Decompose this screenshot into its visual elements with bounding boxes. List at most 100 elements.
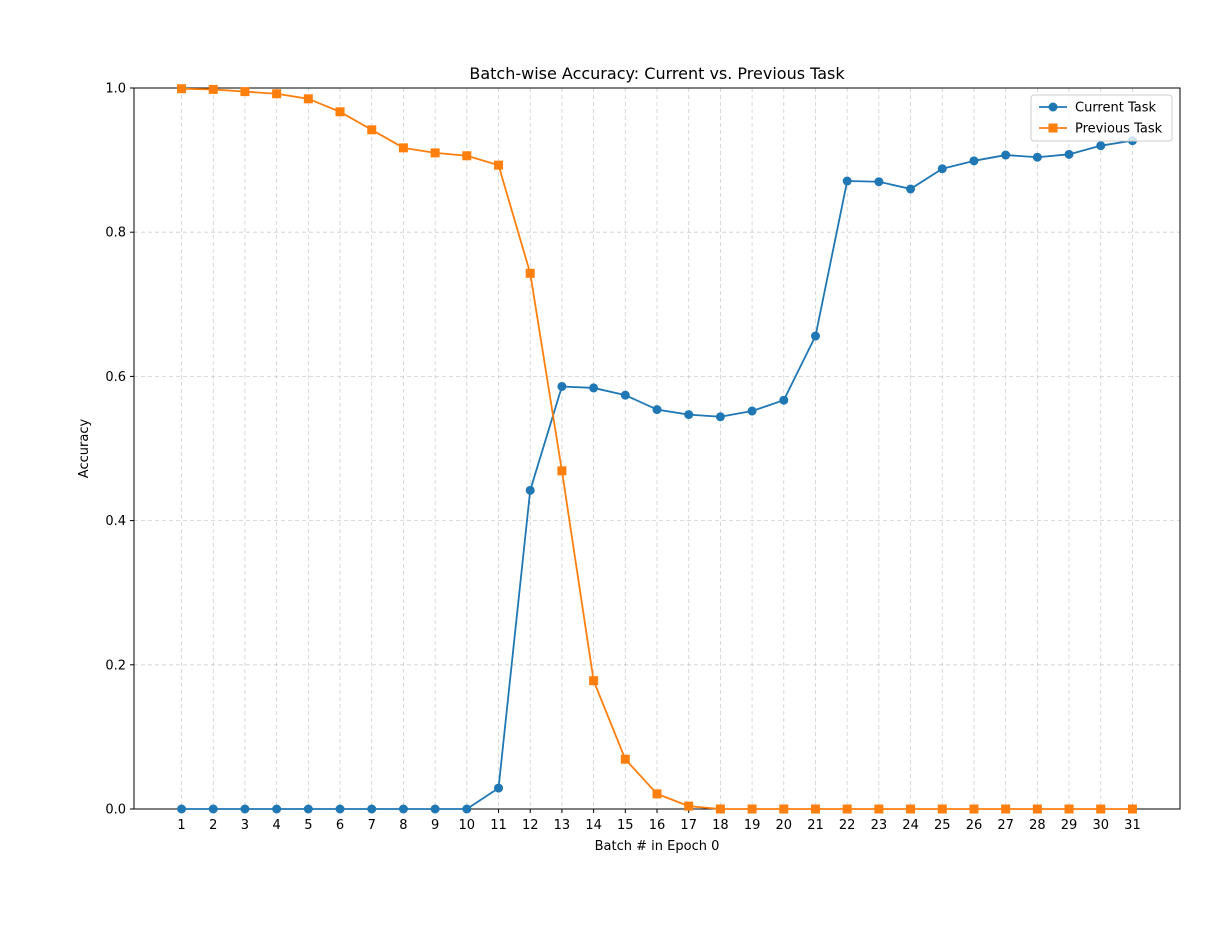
data-point [525,485,535,495]
data-point [906,804,916,814]
y-tick-label: 0.4 [105,514,126,529]
data-point [240,87,250,97]
x-tick-label: 3 [241,818,249,833]
x-tick-label: 28 [1029,818,1046,833]
series-previous-task [177,84,1137,814]
data-point [1064,804,1074,814]
data-point [557,466,567,476]
data-point [557,381,567,391]
x-tick-label: 14 [585,818,602,833]
data-point [874,804,884,814]
x-axis-label: Batch # in Epoch 0 [595,839,720,854]
data-point [842,804,852,814]
data-point [969,804,979,814]
x-tick-label: 4 [272,818,280,833]
x-tick-label: 25 [934,818,951,833]
legend-marker [1048,123,1058,133]
y-tick-label: 0.6 [105,370,126,385]
data-point [1001,804,1011,814]
data-point [969,156,979,166]
data-point [620,754,630,764]
data-point [462,151,472,161]
x-tick-label: 17 [680,818,697,833]
data-point [303,94,313,104]
data-point [303,804,313,814]
x-tick-label: 7 [368,818,376,833]
data-point [810,331,820,341]
data-point [335,804,345,814]
legend: Current Task Previous Task [1030,94,1173,142]
data-point [462,804,472,814]
x-tick-label: 15 [617,818,634,833]
data-point [715,804,725,814]
x-tick-label: 24 [902,818,919,833]
data-point [335,107,345,117]
data-point [272,89,282,99]
data-point [589,383,599,393]
x-tick-label: 27 [997,818,1014,833]
data-point [1096,141,1106,151]
data-point [398,804,408,814]
data-point [937,804,947,814]
data-point [1127,804,1137,814]
data-point [842,176,852,186]
x-tick-label: 30 [1092,818,1109,833]
x-tick-label: 22 [839,818,856,833]
data-point [1096,804,1106,814]
x-tick-label: 1 [177,818,185,833]
legend-label: Previous Task [1075,122,1163,137]
legend-item: Previous Task [1039,122,1163,137]
data-point [272,804,282,814]
data-point [208,84,218,94]
series-current-task [177,136,1137,814]
data-point [652,789,662,799]
chart-title: Batch-wise Accuracy: Current vs. Previou… [469,64,845,83]
legend-item: Current Task [1039,101,1156,116]
data-point [715,412,725,422]
data-point [747,804,757,814]
x-tick-label: 18 [712,818,729,833]
data-point [874,177,884,187]
data-point [779,804,789,814]
data-point [367,125,377,135]
x-tick-label: 6 [336,818,344,833]
data-point [430,804,440,814]
data-point [684,801,694,811]
data-point [1032,804,1042,814]
x-tick-label: 2 [209,818,217,833]
data-point [430,148,440,158]
data-point [177,84,187,94]
x-axis: 1 2 3 4 5 6 7 8 9 10 11 12 13 14 15 16 17 18 19 20 21 22 23 24 2… [177,809,1141,833]
data-point [810,804,820,814]
data-point [494,783,504,793]
data-point [937,164,947,174]
x-tick-label: 8 [399,818,407,833]
y-tick-label: 0.8 [105,226,126,241]
x-tick-label: 20 [776,818,793,833]
x-tick-label: 29 [1061,818,1078,833]
x-tick-label: 5 [304,818,312,833]
data-point [525,268,535,278]
data-point [779,395,789,405]
data-point [1001,150,1011,160]
x-tick-label: 19 [744,818,761,833]
grid [134,87,1180,810]
legend-marker [1048,102,1058,112]
series-group [177,84,1137,814]
y-axis: 0.0 0.2 0.4 0.6 0.8 1.0 [105,82,134,818]
x-tick-label: 23 [871,818,888,833]
data-point [494,160,504,170]
data-point [1032,152,1042,162]
data-point [906,184,916,194]
legend-label: Current Task [1075,101,1156,116]
data-point [240,804,250,814]
x-tick-label: 9 [431,818,439,833]
data-point [684,410,694,420]
x-tick-label: 10 [459,818,476,833]
y-tick-label: 0.0 [105,803,126,818]
data-point [652,405,662,415]
data-point [398,143,408,153]
y-axis-label: Accuracy [77,419,92,479]
x-tick-label: 13 [554,818,571,833]
